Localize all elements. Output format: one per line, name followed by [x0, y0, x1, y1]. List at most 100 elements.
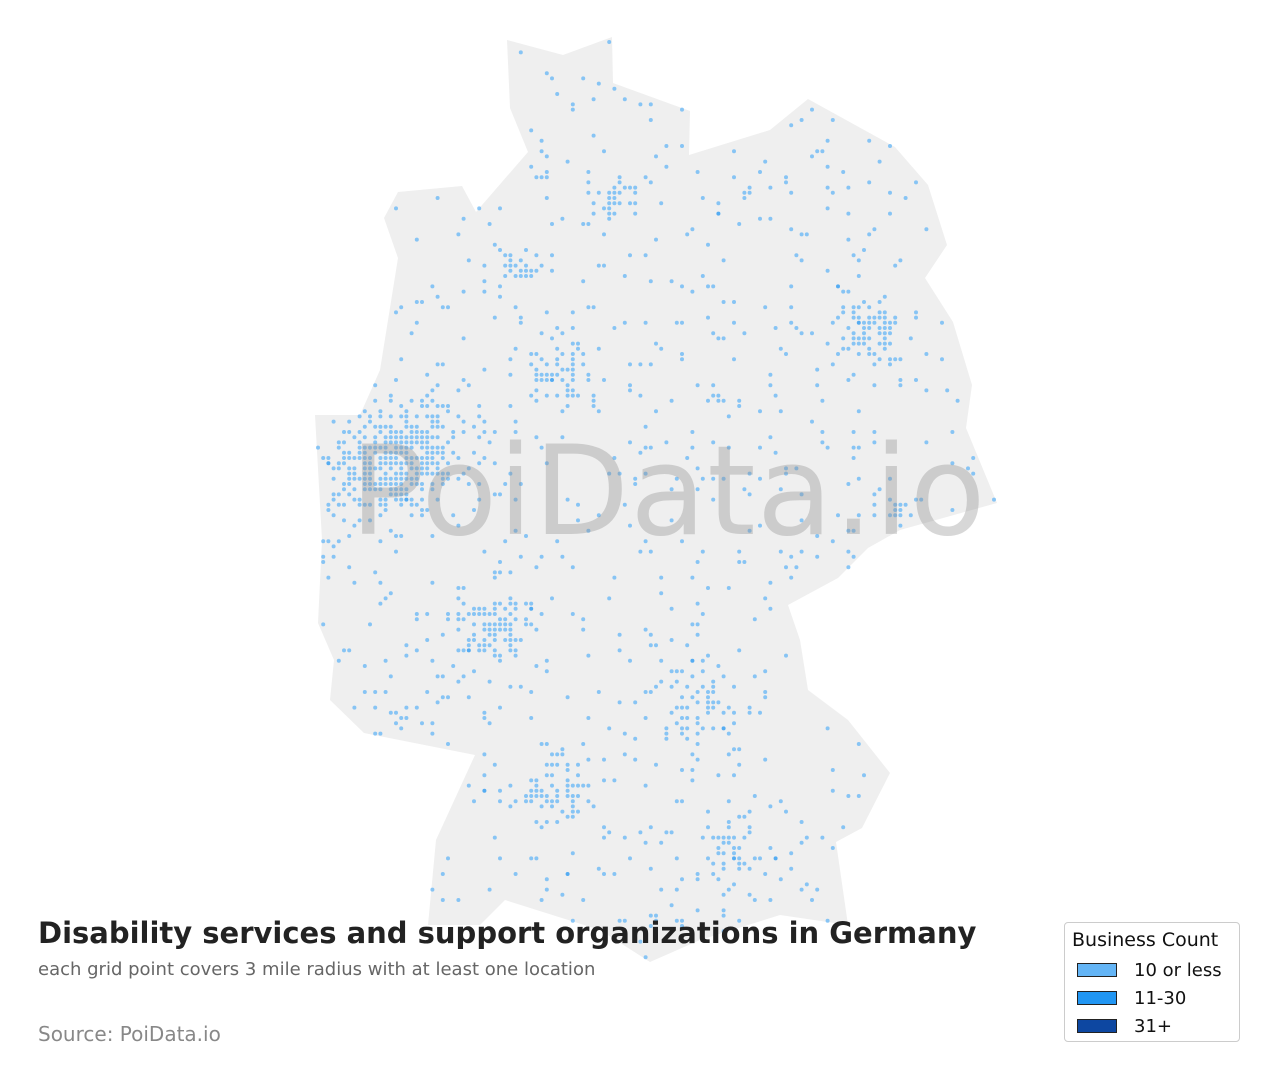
grid-point	[867, 320, 872, 325]
grid-point	[846, 346, 851, 351]
grid-point	[513, 799, 518, 804]
grid-point	[550, 222, 554, 226]
grid-point	[524, 268, 528, 273]
grid-point	[544, 362, 549, 367]
grid-point	[534, 268, 539, 273]
grid-point	[586, 170, 591, 174]
grid-point	[529, 794, 534, 798]
grid-point	[425, 414, 430, 419]
grid-point	[477, 643, 482, 648]
grid-point	[706, 700, 710, 705]
grid-point	[503, 482, 508, 486]
grid-point	[867, 180, 872, 185]
grid-point	[513, 653, 518, 658]
grid-point	[633, 736, 638, 741]
grid-point	[461, 617, 466, 622]
grid-point	[773, 326, 778, 330]
grid-point	[472, 424, 476, 429]
grid-point	[841, 310, 846, 315]
grid-point	[872, 502, 877, 507]
grid-point	[446, 856, 450, 861]
grid-point	[576, 783, 580, 788]
grid-point	[706, 398, 710, 403]
grid-point	[404, 414, 409, 419]
grid-point	[544, 170, 549, 174]
grid-point	[383, 508, 388, 512]
grid-point	[820, 835, 825, 840]
grid-point	[409, 435, 414, 440]
grid-point	[633, 190, 638, 195]
legend-item-mid: 11-30	[1077, 988, 1186, 1009]
grid-point	[425, 466, 430, 471]
grid-point	[404, 409, 409, 414]
grid-point	[591, 201, 596, 206]
grid-point	[732, 320, 736, 325]
grid-point	[711, 705, 716, 710]
grid-point	[612, 456, 617, 460]
grid-point	[966, 466, 970, 471]
grid-point	[648, 102, 653, 107]
grid-point	[534, 253, 539, 258]
grid-point	[903, 196, 908, 200]
grid-point	[440, 872, 445, 876]
grid-point	[778, 549, 783, 554]
grid-point	[898, 523, 903, 528]
grid-point	[378, 476, 383, 481]
grid-point	[612, 201, 617, 206]
grid-point	[383, 596, 388, 601]
grid-point	[544, 742, 549, 746]
grid-point	[492, 627, 497, 632]
grid-point	[877, 341, 882, 346]
grid-point	[700, 549, 705, 554]
grid-point	[482, 456, 487, 460]
grid-point	[794, 326, 799, 330]
grid-point	[414, 617, 419, 622]
grid-point	[368, 466, 372, 471]
grid-point	[456, 414, 461, 419]
grid-point	[487, 440, 492, 445]
grid-point	[648, 279, 653, 284]
grid-point	[768, 846, 773, 850]
grid-point	[846, 237, 851, 242]
grid-point	[394, 476, 398, 481]
grid-point	[555, 372, 560, 377]
grid-point	[841, 336, 846, 341]
grid-point	[399, 305, 404, 310]
grid-point	[721, 710, 726, 715]
grid-point	[492, 570, 497, 575]
grid-point	[799, 232, 804, 237]
grid-point	[643, 471, 648, 476]
grid-point	[680, 352, 684, 356]
grid-point	[336, 466, 341, 471]
grid-point	[555, 92, 560, 96]
grid-point	[851, 430, 856, 434]
grid-point	[742, 861, 747, 866]
grid-point	[825, 206, 830, 211]
grid-point	[409, 331, 414, 336]
grid-point	[508, 638, 513, 642]
grid-point	[856, 305, 861, 310]
grid-point	[482, 773, 487, 778]
grid-point	[456, 388, 461, 393]
grid-point	[373, 450, 378, 455]
grid-point	[856, 320, 861, 325]
grid-point	[508, 648, 513, 653]
grid-point	[888, 144, 892, 148]
grid-point	[815, 534, 820, 538]
grid-point	[524, 534, 528, 538]
grid-point	[856, 341, 861, 346]
grid-point	[570, 326, 575, 330]
grid-point	[430, 580, 435, 585]
grid-point	[602, 872, 606, 876]
grid-point	[440, 445, 445, 450]
grid-point	[856, 445, 861, 450]
grid-point	[898, 508, 903, 512]
grid-point	[378, 456, 383, 460]
grid-point	[394, 549, 398, 554]
grid-point	[529, 362, 534, 367]
grid-point	[555, 788, 560, 793]
grid-point	[877, 487, 882, 492]
grid-point	[784, 565, 788, 570]
grid-point	[674, 669, 679, 674]
grid-point	[841, 825, 846, 830]
